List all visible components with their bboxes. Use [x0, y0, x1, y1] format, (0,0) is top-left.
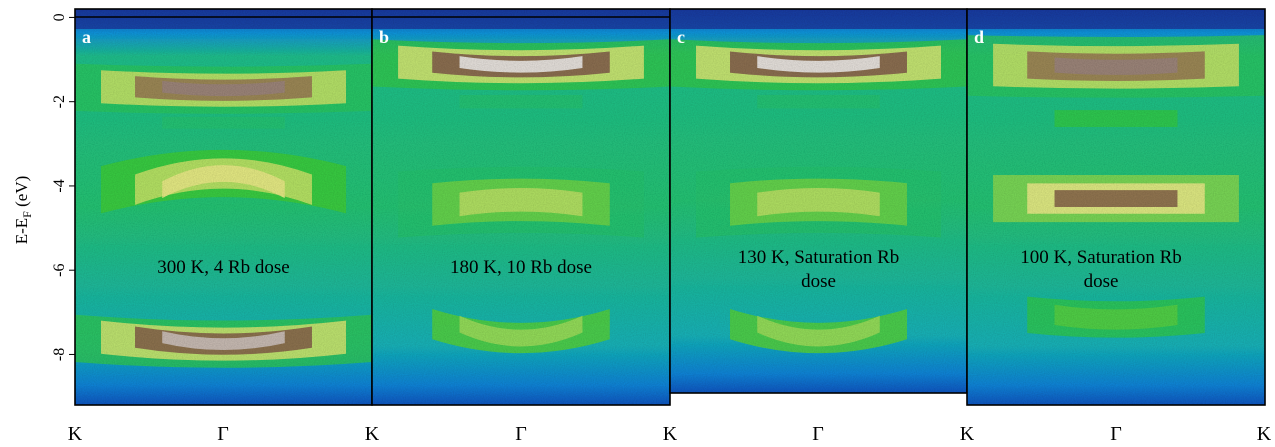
y-tick-label: -2: [51, 95, 68, 108]
panel-d-band-3: [1054, 190, 1178, 207]
panel-a-letter: a: [82, 27, 91, 47]
panel-b-band-4: [459, 315, 583, 347]
panel-d: d 100 K, Saturation Rb dose: [966, 8, 1266, 406]
panel-a: a 300 K, 4 Rb dose: [74, 8, 373, 406]
x-tick-label: K: [960, 423, 975, 445]
panel-a-top-edge: [75, 9, 372, 29]
x-tick-label: Γ: [1110, 423, 1122, 445]
panel-d-annotation: 100 K, Saturation Rb dose: [1020, 247, 1182, 292]
x-tick-label: K: [365, 423, 380, 445]
panel-d-band-1: [1054, 57, 1178, 75]
panel-c-annotation: 130 K, Saturation Rb dose: [738, 247, 900, 292]
panel-c-letter: c: [677, 27, 685, 47]
x-tick-label: Γ: [812, 423, 824, 445]
y-tick-label: -6: [51, 264, 68, 277]
panel-b-band-1: [459, 56, 583, 73]
panel-d-band-2: [1054, 110, 1178, 127]
x-tick-label: K: [1257, 423, 1272, 445]
panel-d-top-edge: [967, 9, 1265, 29]
panel-d-frame: [966, 8, 1266, 406]
x-tick-label: K: [68, 423, 83, 445]
panel-b-letter: b: [379, 27, 389, 47]
panel-a-band-2: [162, 116, 285, 129]
panel-b-annotation: 180 K, 10 Rb dose: [450, 257, 592, 278]
panel-c-top-edge: [670, 9, 967, 29]
panel-b-band-3: [459, 188, 583, 217]
panel-c-band-3: [757, 188, 880, 217]
x-tick-label: K: [663, 423, 678, 445]
panel-d-band-4: [1054, 304, 1178, 330]
y-axis-label: E-EF (eV): [12, 176, 34, 245]
panel-c-band-4: [757, 315, 880, 347]
panel-a-band-1: [162, 80, 285, 97]
panel-b-band-2: [459, 94, 583, 109]
panel-c-band-1: [757, 56, 880, 73]
panel-b: b 180 K, 10 Rb dose: [371, 8, 671, 406]
panel-c: c 130 K, Saturation Rb dose: [669, 8, 968, 394]
y-axis: 0 -2 -4 -6 -8: [51, 13, 75, 361]
y-tick-label: -4: [51, 179, 68, 192]
y-tick-label: -8: [51, 348, 68, 361]
y-tick-label: 0: [51, 13, 68, 21]
panel-a-annotation: 300 K, 4 Rb dose: [157, 257, 289, 278]
panel-b-top-edge: [372, 9, 670, 29]
panel-a-band-4: [162, 331, 285, 351]
panel-d-letter: d: [974, 27, 984, 47]
panel-c-band-2: [757, 94, 880, 109]
x-tick-label: Γ: [217, 423, 229, 445]
y-axis-label-subscript: F: [20, 211, 34, 218]
panel-a-band-3: [162, 165, 285, 199]
panels-group: a 300 K, 4 Rb dose b 180 K, 10 Rb dose c 130 …: [74, 8, 1266, 406]
x-tick-label: Γ: [515, 423, 527, 445]
